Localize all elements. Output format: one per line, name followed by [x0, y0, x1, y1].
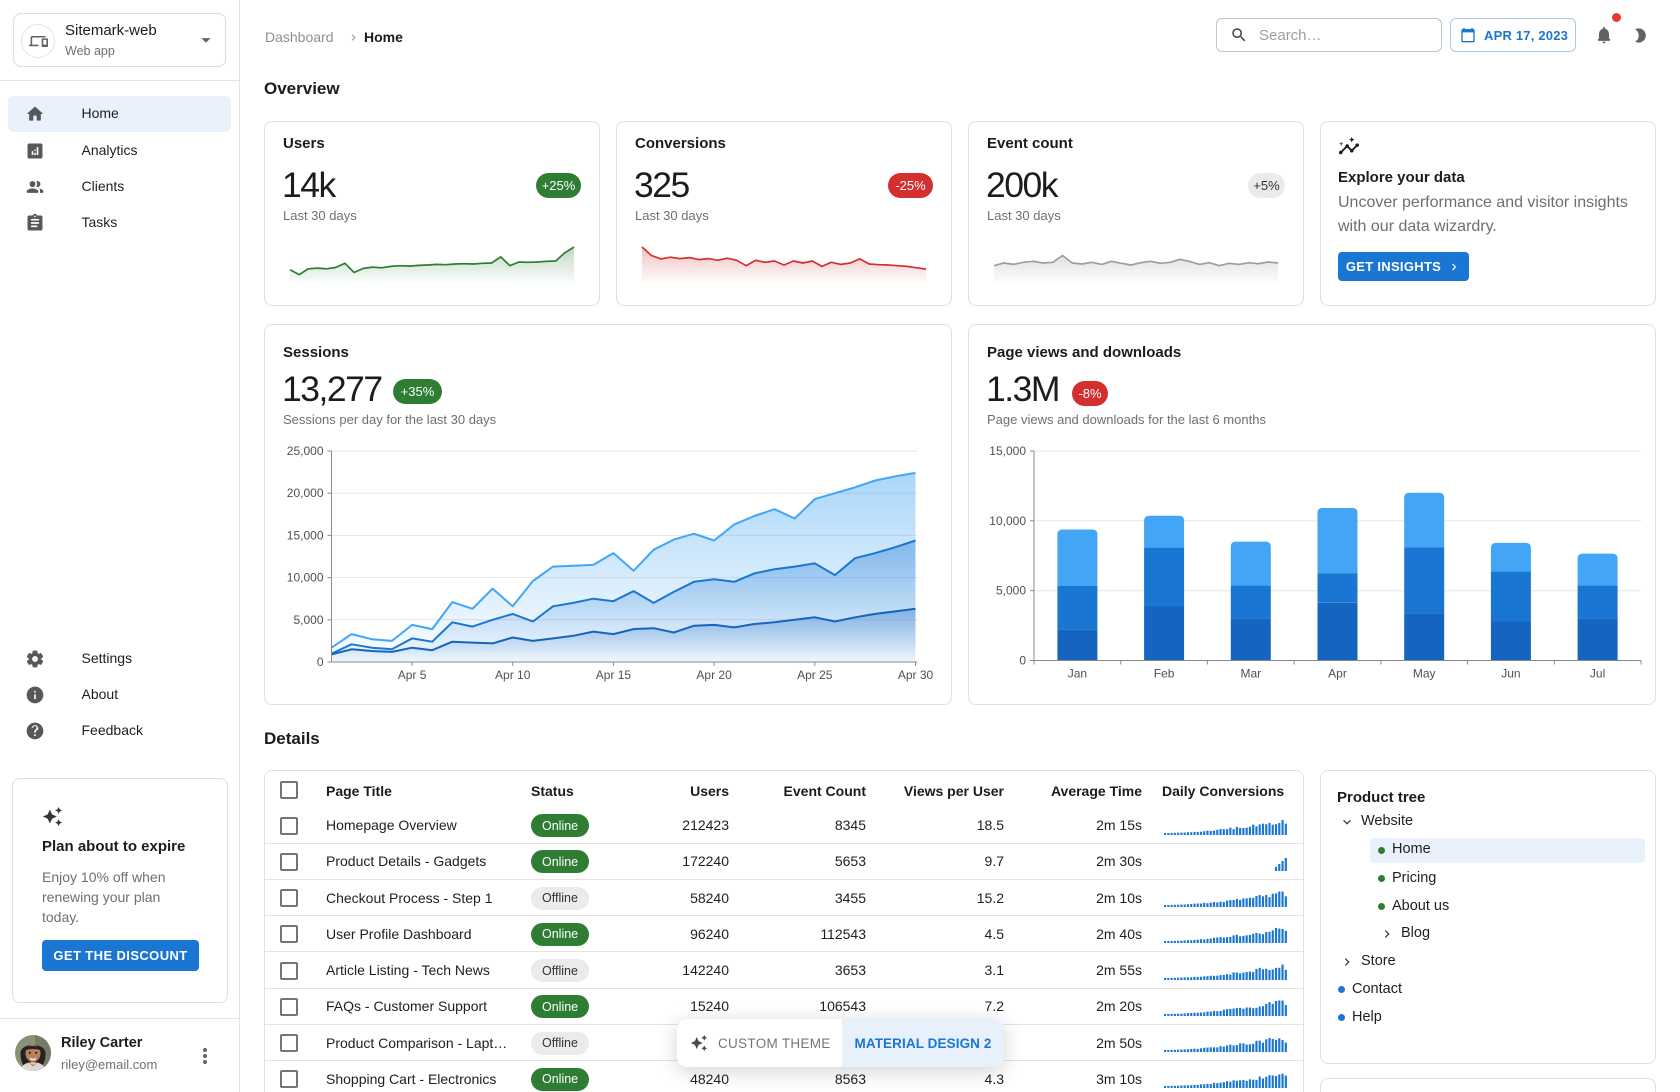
svg-text:Jun: Jun	[1501, 667, 1520, 681]
svg-text:Apr 5: Apr 5	[398, 668, 427, 682]
svg-text:Apr 15: Apr 15	[596, 668, 632, 682]
svg-text:Apr 25: Apr 25	[797, 668, 833, 682]
svg-text:Apr 10: Apr 10	[495, 668, 531, 682]
svg-text:0: 0	[1019, 654, 1026, 668]
svg-text:10,000: 10,000	[287, 571, 324, 585]
svg-text:Apr 20: Apr 20	[696, 668, 732, 682]
svg-text:Jan: Jan	[1068, 667, 1087, 681]
svg-text:20,000: 20,000	[287, 486, 324, 500]
svg-text:0: 0	[317, 655, 324, 669]
svg-text:Mar: Mar	[1240, 667, 1261, 681]
svg-text:May: May	[1413, 667, 1436, 681]
svg-text:Jul: Jul	[1590, 667, 1605, 681]
svg-text:25,000: 25,000	[287, 444, 324, 458]
svg-text:15,000: 15,000	[989, 444, 1026, 458]
svg-text:Apr: Apr	[1328, 667, 1347, 681]
svg-text:Feb: Feb	[1154, 667, 1175, 681]
svg-text:10,000: 10,000	[989, 514, 1026, 528]
svg-text:Apr 30: Apr 30	[898, 668, 934, 682]
svg-text:15,000: 15,000	[287, 528, 324, 542]
svg-text:5,000: 5,000	[996, 584, 1026, 598]
svg-text:5,000: 5,000	[293, 613, 323, 627]
